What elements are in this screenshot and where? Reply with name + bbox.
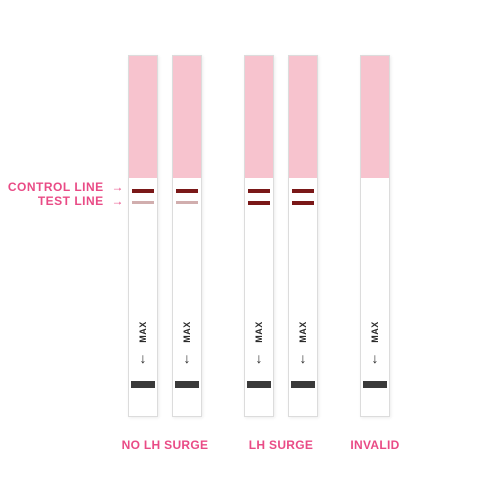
arrow-icon: → — [112, 194, 125, 208]
result-category-label: INVALID — [315, 438, 435, 452]
strip-handle — [173, 56, 201, 178]
test-line-text: TEST LINE — [38, 194, 104, 208]
max-region: MAX ↓ — [289, 321, 317, 365]
strip-handle — [289, 56, 317, 178]
diagram-canvas: CONTROL LINE → TEST LINE → MAX↓MAX↓MAX↓M… — [0, 0, 500, 500]
max-region: MAX ↓ — [245, 321, 273, 365]
max-region: MAX ↓ — [129, 321, 157, 365]
test-line — [292, 201, 314, 205]
down-arrow-icon: ↓ — [184, 351, 191, 365]
side-labels: CONTROL LINE → TEST LINE → — [8, 180, 124, 208]
max-text: MAX — [370, 321, 380, 343]
max-text: MAX — [298, 321, 308, 343]
down-arrow-icon: ↓ — [140, 351, 147, 365]
control-line — [176, 189, 198, 193]
max-line — [291, 381, 315, 388]
test-strip: MAX ↓ — [244, 55, 274, 417]
test-line-label: TEST LINE → — [8, 194, 124, 208]
control-line — [292, 189, 314, 193]
result-category-label: NO LH SURGE — [105, 438, 225, 452]
test-strip: MAX ↓ — [128, 55, 158, 417]
down-arrow-icon: ↓ — [256, 351, 263, 365]
max-text: MAX — [254, 321, 264, 343]
max-line — [363, 381, 387, 388]
arrow-icon: → — [112, 180, 125, 194]
test-strip: MAX ↓ — [172, 55, 202, 417]
control-line-label: CONTROL LINE → — [8, 180, 124, 194]
max-text: MAX — [138, 321, 148, 343]
strip-handle — [129, 56, 157, 178]
test-strip: MAX ↓ — [360, 55, 390, 417]
max-text: MAX — [182, 321, 192, 343]
control-line — [132, 189, 154, 193]
max-line — [247, 381, 271, 388]
max-region: MAX ↓ — [361, 321, 389, 365]
strip-handle — [361, 56, 389, 178]
max-region: MAX ↓ — [173, 321, 201, 365]
test-line — [248, 201, 270, 205]
down-arrow-icon: ↓ — [300, 351, 307, 365]
max-line — [175, 381, 199, 388]
control-line-text: CONTROL LINE — [8, 180, 104, 194]
control-line — [248, 189, 270, 193]
strip-handle — [245, 56, 273, 178]
test-strip: MAX ↓ — [288, 55, 318, 417]
down-arrow-icon: ↓ — [372, 351, 379, 365]
test-line — [176, 201, 198, 204]
max-line — [131, 381, 155, 388]
test-line — [132, 201, 154, 204]
